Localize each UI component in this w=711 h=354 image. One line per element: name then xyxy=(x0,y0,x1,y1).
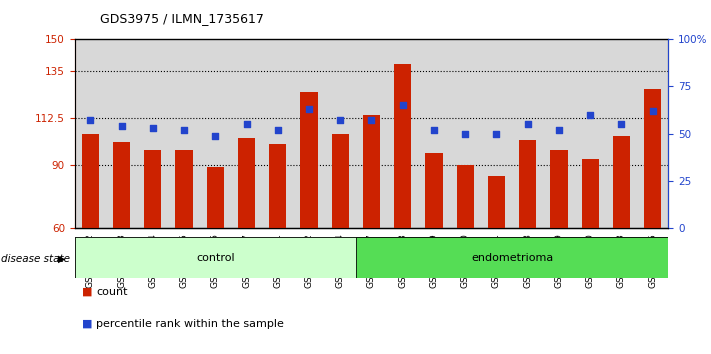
Point xyxy=(616,121,627,127)
Bar xyxy=(456,165,474,228)
Bar xyxy=(613,136,630,228)
Point xyxy=(116,123,127,129)
Point xyxy=(491,131,502,137)
Point xyxy=(178,127,190,133)
Bar xyxy=(144,150,161,228)
Point xyxy=(428,127,439,133)
Point xyxy=(365,118,377,123)
Text: percentile rank within the sample: percentile rank within the sample xyxy=(96,319,284,329)
Point xyxy=(210,133,221,138)
Bar xyxy=(331,134,349,228)
Bar xyxy=(394,64,412,228)
Bar xyxy=(75,237,356,278)
Text: GDS3975 / ILMN_1735617: GDS3975 / ILMN_1735617 xyxy=(100,12,263,25)
Text: count: count xyxy=(96,287,127,297)
Point xyxy=(522,121,533,127)
Bar xyxy=(207,167,224,228)
Point xyxy=(304,106,315,112)
Point xyxy=(85,118,96,123)
Bar xyxy=(488,176,505,228)
Bar xyxy=(356,237,668,278)
Point xyxy=(147,125,159,131)
Point xyxy=(272,127,284,133)
Text: endometrioma: endometrioma xyxy=(471,252,553,263)
Point xyxy=(459,131,471,137)
Bar xyxy=(82,134,99,228)
Text: control: control xyxy=(196,252,235,263)
Point xyxy=(335,118,346,123)
Bar xyxy=(176,150,193,228)
Text: ▶: ▶ xyxy=(58,254,66,264)
Bar xyxy=(238,138,255,228)
Point xyxy=(241,121,252,127)
Text: disease state: disease state xyxy=(1,254,70,264)
Point xyxy=(647,108,658,114)
Bar xyxy=(301,92,318,228)
Point xyxy=(553,127,565,133)
Text: ■: ■ xyxy=(82,319,92,329)
Point xyxy=(584,112,596,118)
Bar xyxy=(269,144,287,228)
Bar xyxy=(644,90,661,228)
Bar xyxy=(550,150,567,228)
Bar xyxy=(363,115,380,228)
Bar xyxy=(519,140,536,228)
Text: ■: ■ xyxy=(82,287,92,297)
Bar xyxy=(582,159,599,228)
Point xyxy=(397,102,408,108)
Bar xyxy=(113,142,130,228)
Bar xyxy=(425,153,442,228)
